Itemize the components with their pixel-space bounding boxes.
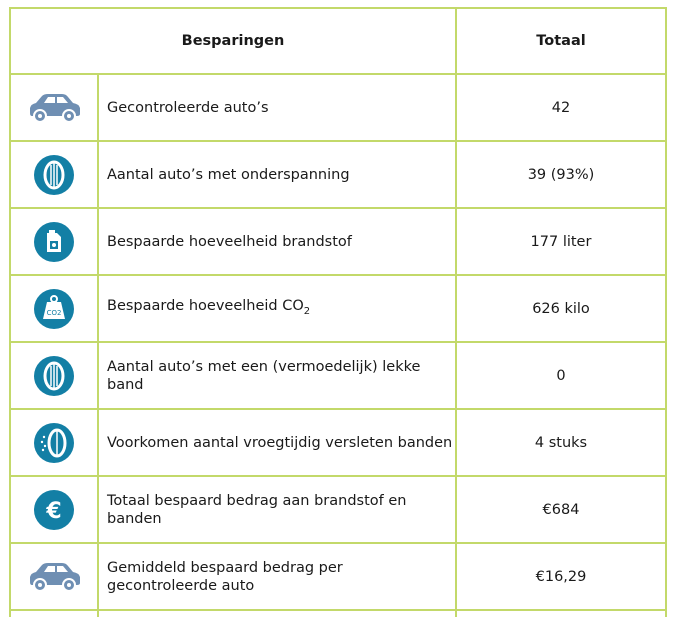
car-icon (11, 560, 97, 594)
savings-table: Besparingen Totaal Gecontroleerde auto’s… (9, 7, 667, 617)
row-value: 177 liter (455, 207, 667, 276)
svg-text:CO2: CO2 (47, 309, 62, 317)
table-row: Voorkomen aantal vroegtijdig versleten b… (9, 408, 667, 477)
co2-subscript: 2 (303, 305, 311, 317)
row-label: Voorkomen aantal vroegtijdig versleten b… (97, 408, 457, 477)
svg-text:€: € (45, 499, 61, 524)
row-value: 39 (93%) (455, 140, 667, 209)
row-value: €16,29 (455, 542, 667, 611)
euro-icon: € (11, 489, 97, 531)
tire-icon (11, 154, 97, 196)
table-row: Aantal auto’s met een (vermoedelijk) lek… (9, 341, 667, 410)
row-value: €684 (455, 475, 667, 544)
car-icon (11, 91, 97, 125)
row-label: Aantal auto’s met een (vermoedelijk) lek… (97, 341, 457, 410)
header-total: Totaal (455, 7, 667, 75)
table-row: CO2 Bespaarde hoeveelheid CO2 626 kilo (9, 274, 667, 343)
row-label: Bespaarde hoeveelheid CO (107, 297, 304, 314)
header-savings: Besparingen (9, 7, 457, 75)
row-label: Bespaarde hoeveelheid brandstof (97, 207, 457, 276)
table-row: Gecontroleerde auto’s 42 (9, 73, 667, 142)
fuel-can-icon (11, 221, 97, 263)
worn-tire-icon (11, 422, 97, 464)
row-label: Totaal bespaard bedrag aan brandstof en … (97, 475, 457, 544)
table-row-partial (9, 609, 667, 617)
table-header-row: Besparingen Totaal (9, 7, 667, 75)
co2-weight-icon: CO2 (11, 288, 97, 330)
row-value: 626 kilo (455, 274, 667, 343)
row-value: 4 stuks (455, 408, 667, 477)
tire-icon (11, 355, 97, 397)
row-label: Gecontroleerde auto’s (97, 73, 457, 142)
table-row: Gemiddeld bespaard bedrag per gecontrole… (9, 542, 667, 611)
row-label: Aantal auto’s met onderspanning (97, 140, 457, 209)
table-row: Bespaarde hoeveelheid brandstof 177 lite… (9, 207, 667, 276)
row-label: Gemiddeld bespaard bedrag per gecontrole… (97, 542, 457, 611)
row-value: 42 (455, 73, 667, 142)
table-row: Aantal auto’s met onderspanning 39 (93%) (9, 140, 667, 209)
row-value: 0 (455, 341, 667, 410)
table-row: € Totaal bespaard bedrag aan brandstof e… (9, 475, 667, 544)
